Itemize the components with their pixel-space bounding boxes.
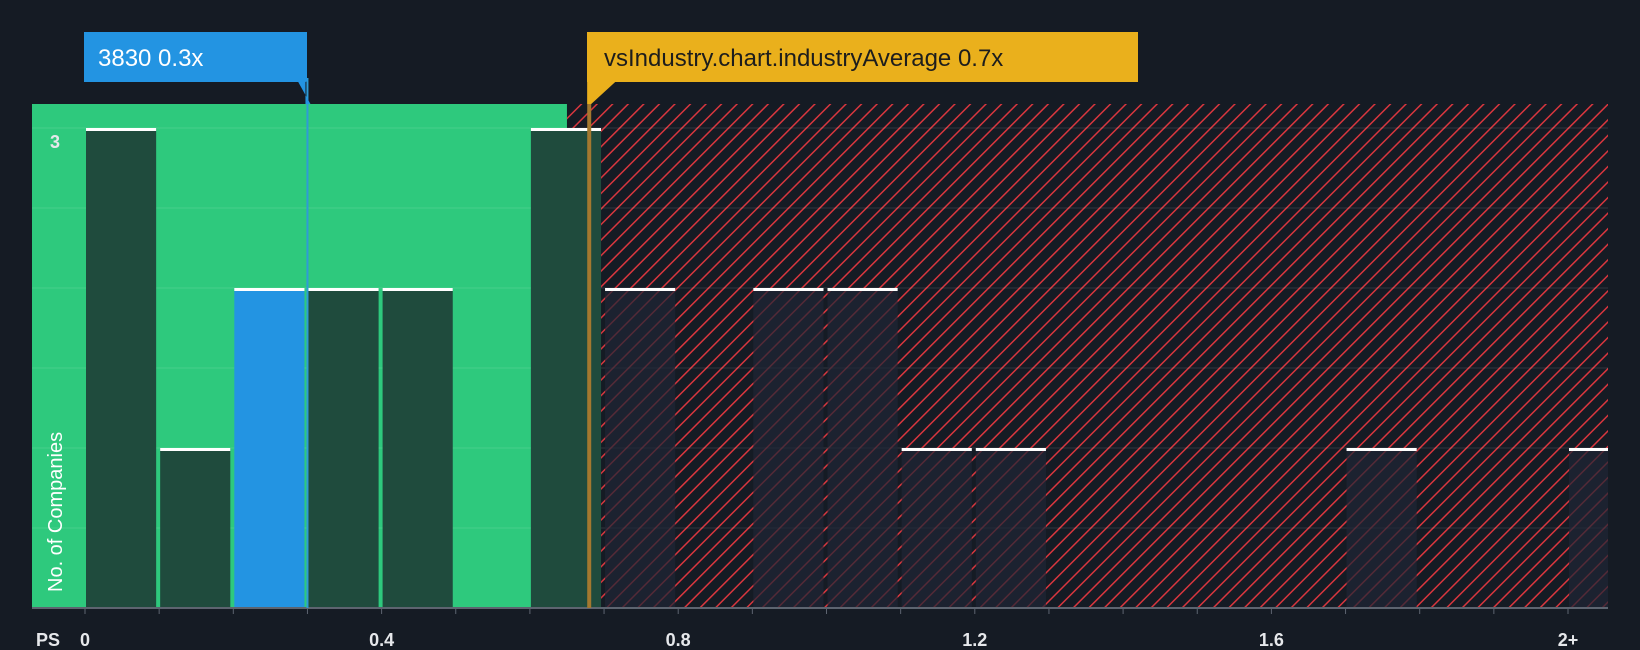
x-tick-label: 0.4 xyxy=(369,630,394,650)
industry-callout-box xyxy=(587,32,1138,104)
x-tick-label: 0.8 xyxy=(666,630,691,650)
histogram-bar xyxy=(1569,448,1608,608)
histogram-bar xyxy=(382,288,453,608)
histogram-bar xyxy=(827,288,898,608)
x-tick-label: 0 xyxy=(80,630,90,650)
industry-callout-label: vsIndustry.chart.industryAverage 0.7x xyxy=(604,45,1003,72)
histogram-bar xyxy=(753,288,824,608)
x-axis-title: PS xyxy=(36,630,60,650)
overvalued-zone xyxy=(566,104,1608,608)
company-callout-label: 3830 0.3x xyxy=(98,45,203,72)
x-tick-label: 1.6 xyxy=(1259,630,1284,650)
callouts: 3830 0.3x vsIndustry.chart.industryAverag… xyxy=(84,32,1138,608)
x-tick-label: 1.2 xyxy=(962,630,987,650)
histogram-bar xyxy=(605,288,676,608)
histogram-bar xyxy=(308,288,379,608)
histogram-bar xyxy=(1346,448,1417,608)
x-tick-label: 2+ xyxy=(1558,630,1579,650)
x-axis: 0 0.4 0.8 1.2 1.6 2+ 3 xyxy=(32,132,1608,650)
histogram-bar xyxy=(901,448,972,608)
y-axis-title: No. of Companies xyxy=(45,432,67,592)
histogram-bar xyxy=(86,128,157,608)
valuation-zones xyxy=(32,104,1608,608)
histogram-bars xyxy=(86,128,1608,608)
histogram-bar xyxy=(975,448,1046,608)
company-bar xyxy=(234,288,305,608)
y-tick-label: 3 xyxy=(50,132,60,152)
histogram-bar xyxy=(160,448,231,608)
company-callout-bg xyxy=(84,32,307,82)
